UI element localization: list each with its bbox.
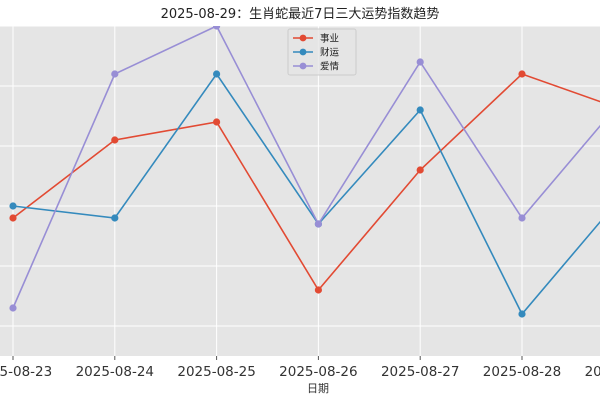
x-tick-labels: 2025-08-23 2025-08-24 2025-08-25 2025-08-26… <box>0 356 600 380</box>
data-point <box>314 286 322 294</box>
data-point <box>213 70 221 78</box>
plot-background <box>0 26 600 356</box>
x-tick-label: 2025-08-24 <box>76 364 154 380</box>
x-tick-label: 2025-08-29 <box>585 364 600 380</box>
data-point <box>213 26 221 30</box>
data-point <box>518 214 526 222</box>
legend-marker <box>299 34 307 42</box>
legend-marker <box>299 48 307 56</box>
data-point <box>416 166 424 174</box>
x-tick-label: 2025-08-28 <box>483 364 561 380</box>
data-point <box>9 304 17 312</box>
data-point <box>213 118 221 126</box>
data-point <box>111 70 119 78</box>
data-point <box>111 136 119 144</box>
legend-label: 财运 <box>320 47 340 59</box>
grid-lines <box>0 25 600 356</box>
data-point <box>9 202 17 210</box>
data-point <box>416 106 424 114</box>
series-layer <box>9 26 600 318</box>
x-tick-label: 2025-08-25 <box>177 364 255 380</box>
data-point <box>9 214 17 222</box>
chart-title: 2025-08-29：生肖蛇最近7日三大运势指数趋势 <box>161 6 440 22</box>
data-point <box>416 58 424 66</box>
x-axis-label: 日期 <box>307 382 329 395</box>
data-point <box>518 70 526 78</box>
x-tick-label: 2025-08-26 <box>279 364 357 380</box>
data-point <box>111 214 119 222</box>
data-point <box>518 310 526 318</box>
legend-label: 事业 <box>320 33 339 45</box>
legend-label: 爱情 <box>320 61 340 73</box>
x-tick-label: 2025-08-27 <box>381 364 459 380</box>
x-tick-label: 2025-08-23 <box>0 364 52 380</box>
data-point <box>314 220 322 228</box>
legend-marker <box>299 62 307 70</box>
